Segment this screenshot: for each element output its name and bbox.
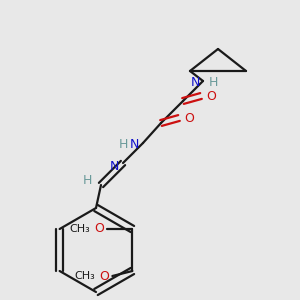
Text: CH₃: CH₃	[74, 271, 95, 281]
Text: O: O	[206, 89, 216, 103]
Text: O: O	[94, 223, 104, 236]
Text: N: N	[190, 76, 200, 89]
Text: N: N	[129, 139, 139, 152]
Text: N: N	[109, 160, 119, 172]
Text: H: H	[118, 139, 128, 152]
Text: H: H	[208, 76, 218, 89]
Text: O: O	[99, 269, 109, 283]
Text: O: O	[184, 112, 194, 124]
Text: H: H	[82, 173, 92, 187]
Text: CH₃: CH₃	[69, 224, 90, 234]
